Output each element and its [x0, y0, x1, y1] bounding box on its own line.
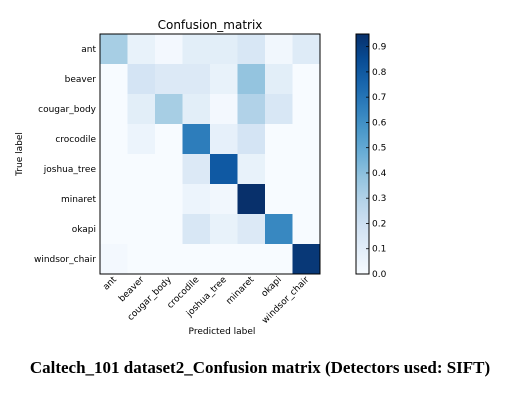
heatmap-cell [210, 34, 238, 65]
heatmap-cell [210, 244, 238, 275]
x-tick-label: okapi [260, 275, 284, 299]
heatmap-cell [127, 34, 156, 65]
heatmap-cell [210, 154, 238, 185]
heatmap-cell [127, 64, 156, 95]
plot-frame [99, 33, 321, 275]
y-tick-label: windsor_chair [34, 255, 96, 265]
y-tick-label: okapi [72, 225, 96, 235]
heatmap-cell [127, 244, 156, 275]
heatmap-cell [210, 184, 238, 215]
heatmap-cell [182, 64, 211, 95]
heatmap-cell [237, 34, 266, 65]
heatmap-cell [265, 154, 293, 185]
heatmap-cell [182, 244, 211, 275]
heatmap-cell [237, 184, 266, 215]
heatmap-cell [155, 214, 183, 245]
x-tick-labels: antbeavercougar_bodycrocodilejoshua_tree… [101, 275, 311, 326]
y-tick-label: joshua_tree [43, 165, 97, 175]
heatmap-cell [292, 214, 321, 245]
heatmap-cell [265, 244, 293, 275]
heatmap-cell [127, 184, 156, 215]
heatmap-cell [210, 124, 238, 155]
colorbar-tick-label: 0.4 [372, 169, 387, 179]
y-tick-label: beaver [65, 75, 97, 85]
heatmap-cell [127, 154, 156, 185]
heatmap-cell [182, 154, 211, 185]
colorbar-tick-label: 0.9 [372, 43, 387, 53]
heatmap-cell [292, 154, 321, 185]
heatmap-cell [237, 244, 266, 275]
y-axis-label: True label [15, 132, 25, 177]
heatmap-cell [155, 244, 183, 275]
heatmap-cell [265, 124, 293, 155]
heatmap-cell [127, 124, 156, 155]
colorbar [355, 33, 370, 275]
heatmap-cell [292, 244, 321, 275]
heatmap-cell [237, 124, 266, 155]
heatmap-cell [265, 34, 293, 65]
heatmap-cell [182, 34, 211, 65]
heatmap-cell [182, 184, 211, 215]
heatmap-cell [237, 64, 266, 95]
x-axis-label: Predicted label [189, 327, 256, 337]
y-tick-labels: ant beaver cougar_body crocodile joshua_tree… [34, 45, 97, 265]
heatmap-cell [292, 184, 321, 215]
heatmap-cell [237, 94, 266, 125]
heatmap-cell [292, 34, 321, 65]
heatmap-cell [155, 154, 183, 185]
x-tick-label: minaret [225, 275, 257, 307]
colorbar-tick-label: 0.0 [372, 270, 387, 280]
y-tick-label: minaret [61, 195, 97, 205]
heatmap-cell [100, 94, 128, 125]
heatmap-cell [265, 214, 293, 245]
heatmap-cell [155, 34, 183, 65]
heatmap-cell [155, 64, 183, 95]
heatmap-cell [155, 184, 183, 215]
figure-caption: Caltech_101 dataset2_Confusion matrix (D… [29, 358, 491, 377]
colorbar-tick-label: 0.6 [372, 118, 387, 128]
heatmap-cell [292, 124, 321, 155]
heatmap-cell [237, 214, 266, 245]
heatmap-cell [100, 214, 128, 245]
heatmap-cell [155, 94, 183, 125]
heatmap-cell [182, 94, 211, 125]
chart-title: Confusion_matrix [158, 18, 263, 32]
heatmap-cell [210, 64, 238, 95]
heatmap-cell [100, 244, 128, 275]
colorbar-tick-label: 0.1 [372, 245, 386, 255]
heatmap-cell [182, 214, 211, 245]
colorbar-tick-label: 0.7 [372, 93, 386, 103]
colorbar-tick-label: 0.2 [372, 219, 386, 229]
heatmap-cell [127, 214, 156, 245]
heatmap-cell [265, 94, 293, 125]
y-tick-label: cougar_body [38, 105, 97, 115]
heatmap-cells [100, 34, 321, 275]
heatmap-cell [127, 94, 156, 125]
heatmap-cell [265, 184, 293, 215]
heatmap-cell [100, 64, 128, 95]
heatmap-cell [182, 124, 211, 155]
heatmap-cell [237, 154, 266, 185]
x-tick-label: ant [101, 275, 119, 293]
heatmap-cell [210, 214, 238, 245]
heatmap-cell [100, 184, 128, 215]
heatmap-cell [155, 124, 183, 155]
colorbar-tick-label: 0.5 [372, 144, 386, 154]
colorbar-tick-label: 0.8 [372, 68, 387, 78]
colorbar-ticks: 0.0 0.1 0.2 0.3 0.4 0.5 0.6 0.7 0.8 0.9 [366, 43, 387, 280]
heatmap-cell [100, 124, 128, 155]
heatmap-cell [100, 154, 128, 185]
y-tick-label: ant [81, 45, 96, 55]
heatmap-cell [210, 94, 238, 125]
heatmap-cell [100, 34, 128, 65]
heatmap-cell [292, 64, 321, 95]
heatmap-cell [292, 94, 321, 125]
y-tick-label: crocodile [55, 135, 96, 145]
colorbar-tick-label: 0.3 [372, 194, 386, 204]
heatmap-cell [265, 64, 293, 95]
